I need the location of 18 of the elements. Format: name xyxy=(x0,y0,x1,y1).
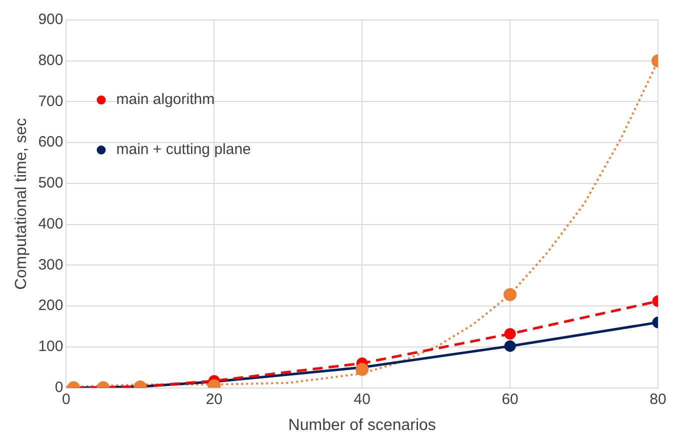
y-tick-label: 400 xyxy=(38,215,64,232)
y-tick-label: 800 xyxy=(38,52,64,70)
x-tick-label: 80 xyxy=(650,390,666,408)
x-tick-label: 60 xyxy=(502,390,518,408)
y-tick-label: 500 xyxy=(38,174,64,192)
y-tick-label: 0 xyxy=(54,378,64,396)
y-tick-label: 300 xyxy=(38,256,64,274)
legend-label: main algorithm xyxy=(116,91,215,108)
y-tick-label: 700 xyxy=(38,92,64,110)
x-axis-title: Number of scenarios xyxy=(288,416,436,434)
x-tick-label: 40 xyxy=(354,390,370,408)
y-tick-label: 100 xyxy=(38,338,64,356)
y-tick-label: 900 xyxy=(38,11,64,28)
y-tick-label: 600 xyxy=(38,134,64,151)
y-tick-label: 200 xyxy=(38,297,64,314)
legend-label: main + cutting plane xyxy=(116,141,251,158)
y-axis-title: Computational time, sec xyxy=(13,118,30,290)
x-tick-label: 20 xyxy=(206,390,223,408)
